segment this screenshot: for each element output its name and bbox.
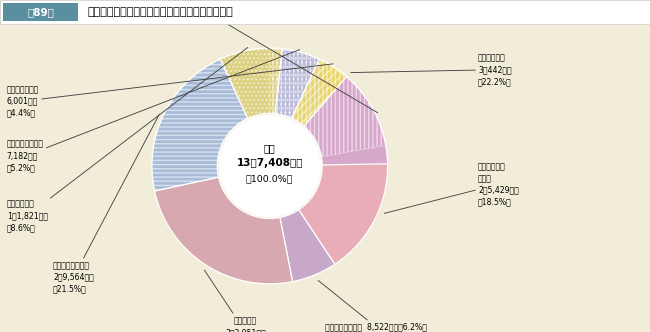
Wedge shape	[292, 59, 346, 126]
Wedge shape	[299, 145, 387, 264]
Text: 13兆7,408億円: 13兆7,408億円	[237, 158, 303, 168]
Text: 前期高齢者交付金
2兆9,564億円
（21.5%）: 前期高齢者交付金 2兆9,564億円 （21.5%）	[53, 114, 159, 293]
Text: 都道府県支出金
6,001億円
（4.4%）: 都道府県支出金 6,001億円 （4.4%）	[6, 64, 333, 118]
Text: 国民健康保険事業の歳入決算の状況（事業勘定）: 国民健康保険事業の歳入決算の状況（事業勘定）	[88, 7, 233, 17]
FancyBboxPatch shape	[0, 0, 650, 24]
Text: 療養給付費等
負担金
2兆5,429億円
（18.5%）: 療養給付費等 負担金 2兆5,429億円 （18.5%）	[384, 162, 519, 213]
Wedge shape	[280, 210, 335, 282]
Wedge shape	[276, 49, 319, 119]
Wedge shape	[220, 48, 282, 119]
Text: 保険税（料）
3兆442億円
（22.2%）: 保険税（料） 3兆442億円 （22.2%）	[351, 53, 512, 86]
Wedge shape	[152, 59, 248, 191]
FancyBboxPatch shape	[3, 3, 78, 21]
Text: 財政調整交付金等  8,522億円（6.2%）: 財政調整交付金等 8,522億円（6.2%）	[318, 281, 427, 332]
Wedge shape	[304, 77, 387, 165]
Wedge shape	[155, 177, 292, 284]
Text: 第89図: 第89図	[27, 7, 54, 17]
Text: 療養給付費交付金
7,182億円
（5.2%）: 療養給付費交付金 7,182億円 （5.2%）	[6, 49, 300, 172]
Text: （100.0%）: （100.0%）	[246, 174, 294, 183]
Text: その他
1兆8,447億円
（13.4%）: その他 1兆8,447億円 （13.4%）	[165, 0, 378, 113]
Circle shape	[219, 115, 320, 217]
Text: 歳入: 歳入	[264, 143, 276, 153]
Text: 他会計繰入金
1兆1,821億円
（8.6%）: 他会計繰入金 1兆1,821億円 （8.6%）	[6, 47, 248, 232]
Text: 国庫支出金
3兆3,951億円
（24.7%）: 国庫支出金 3兆3,951億円 （24.7%）	[204, 270, 266, 332]
Wedge shape	[270, 48, 386, 157]
